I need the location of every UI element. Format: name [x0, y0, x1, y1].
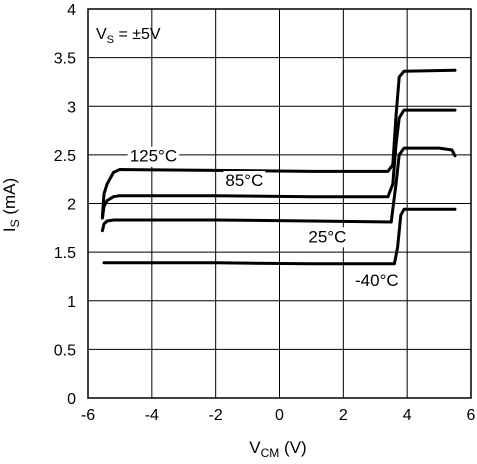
x-tick-label: 2: [339, 407, 348, 424]
annotation-rest: = ±5V: [114, 26, 161, 43]
tick-labels: -6 -4 -2 0 2 4 6 0 0.5 1 1.5 2 2.5 3 3.5 4: [54, 2, 476, 424]
series-line-25c: [100, 146, 457, 233]
series-label-125c: 125°C: [130, 147, 177, 166]
x-tick-label: 0: [275, 407, 284, 424]
y-tick-label: 2.5: [54, 148, 76, 165]
y-axis-label-unit: (mA): [0, 178, 19, 220]
series-label-background: [306, 227, 349, 248]
series-lines: [100, 68, 457, 266]
x-axis-label-main: V: [249, 438, 261, 457]
annotation-text: VS = ±5V: [96, 26, 161, 46]
series-label-40c: -40°C: [355, 271, 399, 290]
x-axis-label-subscript: CM: [261, 446, 280, 459]
y-tick-label: 0.5: [54, 342, 76, 359]
series-line-125c: [100, 68, 457, 218]
x-tick-label: -2: [209, 407, 223, 424]
plot-frame: [87, 8, 472, 399]
y-tick-label: 3.5: [54, 51, 76, 68]
x-axis-label: VCM (V): [249, 438, 306, 459]
series-label-85c: 85°C: [225, 171, 263, 190]
x-axis-label-unit: (V): [279, 438, 306, 457]
x-tick-label: 4: [403, 407, 412, 424]
y-tick-label: 4: [67, 2, 76, 19]
series-label-background: [127, 146, 180, 167]
y-tick-label: 3: [67, 99, 76, 116]
y-tick-label: 1.5: [54, 245, 76, 262]
annotation-main: V: [96, 26, 107, 43]
series-label-25c: 25°C: [308, 227, 346, 246]
y-axis-label-subscript: S: [8, 219, 22, 227]
x-tick-label: -4: [145, 407, 159, 424]
series-line-40c: [102, 207, 457, 266]
series-label-background: [351, 271, 403, 292]
annotation-subscript: S: [107, 34, 114, 46]
y-tick-label: 2: [67, 197, 76, 214]
y-tick-label: 1: [67, 294, 76, 311]
x-tick-label: -6: [81, 407, 95, 424]
y-tick-label: 0: [67, 391, 76, 408]
x-tick-label: 6: [467, 407, 476, 424]
series-line-85c: [100, 108, 457, 220]
series-label-background: [223, 170, 266, 191]
grid-lines: [88, 9, 471, 398]
series-labels: 125°C 85°C 25°C -40°C: [127, 146, 403, 292]
y-axis-label-main: I: [0, 227, 19, 232]
y-axis-label: IS (mA): [0, 178, 22, 232]
